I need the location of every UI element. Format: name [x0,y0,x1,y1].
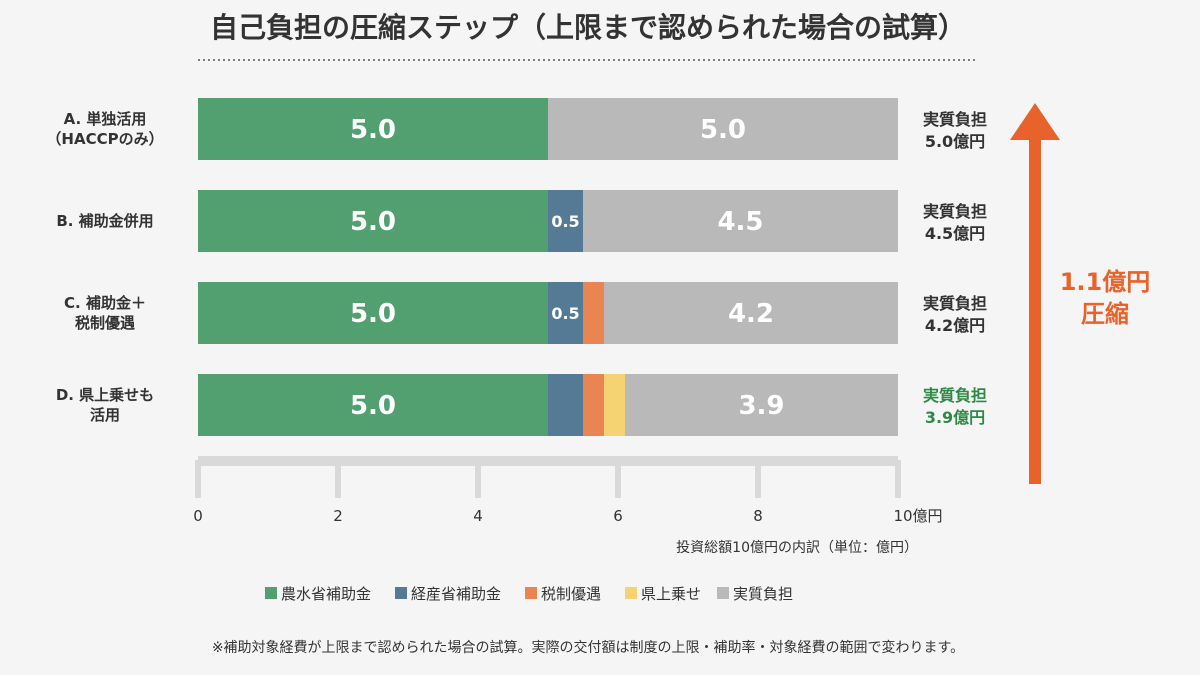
tick-label: 8 [753,507,763,525]
legend-swatch [395,587,407,599]
x-axis-label: 投資総額10億円の内訳（単位：億円） [676,540,918,556]
legend-item: 農水省補助金 [265,585,371,603]
legend-swatch [525,587,537,599]
bars-layer: A. 単独活用（HACCPのみ） 5.0 5.0 実質負担 5.0億円 B. 補助金併用 5… [46,98,987,436]
tick-label: 6 [613,507,623,525]
legend-label: 経産省補助金 [411,585,501,603]
bar-row: D. 県上乗せも活用 5.0 3.9 実質負担 3.9億円 [56,374,987,436]
effective-burden-label: 実質負担 3.9億円 [923,386,987,427]
legend-label: 実質負担 [733,585,793,603]
bar-segment [583,374,604,436]
arrow-up-icon [1010,103,1060,140]
legend-item: 税制優遇 [525,585,601,603]
bar-segment [548,190,583,252]
effective-burden-label: 実質負担 4.2億円 [923,294,987,335]
legend-swatch [717,587,729,599]
segment-value-label: 5.0 [350,391,396,421]
bar-segment [198,374,548,436]
axis-tick [755,460,761,498]
legend-label: 農水省補助金 [281,585,371,603]
bar-row: A. 単独活用（HACCPのみ） 5.0 5.0 実質負担 5.0億円 [46,98,987,160]
legend-swatch [625,587,637,599]
category-label: A. 単独活用（HACCPのみ） [46,110,163,148]
tick-label: 10億円 [893,507,942,525]
tick-label: 0 [193,507,203,525]
tick-label: 4 [473,507,483,525]
axis-tick [895,460,901,498]
compression-label: 1.1億円圧縮 [1060,268,1151,328]
segment-value-label: 5.0 [700,115,746,145]
bar-segment [583,282,604,344]
legend-item: 県上乗せ [625,585,701,603]
segment-value-label: 4.5 [717,207,763,237]
legend-item: 実質負担 [717,585,793,603]
axis-tick [195,460,201,498]
bar-segment [198,190,548,252]
axis-tick [475,460,481,498]
axis-tick [615,460,621,498]
bar-segment [604,374,625,436]
effective-burden-label: 実質負担 5.0億円 [923,110,987,151]
segment-value-label: 5.0 [350,299,396,329]
bar-segment [198,282,548,344]
segment-value-label: 5.0 [350,115,396,145]
footnote: ※補助対象経費が上限まで認められた場合の試算。実際の交付額は制度の上限・補助率・… [212,639,964,656]
legend-label: 税制優遇 [541,585,601,603]
segment-value-label: 0.5 [551,304,579,323]
category-label: C. 補助金＋税制優遇 [64,294,146,332]
category-label: B. 補助金併用 [56,212,153,230]
segment-value-label: 0.5 [551,212,579,231]
bar-row: B. 補助金併用 5.0 0.5 4.5 実質負担 4.5億円 [56,190,987,252]
arrow-shaft [1029,138,1041,484]
bar-segment [625,374,898,436]
segment-value-label: 5.0 [350,207,396,237]
compression-annotation: 1.1億円圧縮 [1010,103,1150,484]
legend: 農水省補助金 経産省補助金 税制優遇 県上乗せ 実質負担 [265,585,793,603]
bar-row: C. 補助金＋税制優遇 5.0 0.5 4.2 実質負担 4.2億円 [64,282,987,344]
axis-bar [198,456,898,466]
bar-segment [548,98,898,160]
bar-segment [583,190,898,252]
axis-tick [335,460,341,498]
bar-segment [548,374,583,436]
legend-item: 経産省補助金 [395,585,501,603]
segment-value-label: 3.9 [738,391,784,421]
bar-segment [548,282,583,344]
tick-label: 2 [333,507,343,525]
legend-label: 県上乗せ [641,585,701,603]
chart-title: 自己負担の圧縮ステップ（上限まで認められた場合の試算） [210,11,966,44]
bar-segment [604,282,898,344]
segment-value-label: 4.2 [728,299,774,329]
effective-burden-label: 実質負担 4.5億円 [923,202,987,243]
bar-segment [198,98,548,160]
legend-swatch [265,587,277,599]
category-label: D. 県上乗せも活用 [56,386,154,424]
